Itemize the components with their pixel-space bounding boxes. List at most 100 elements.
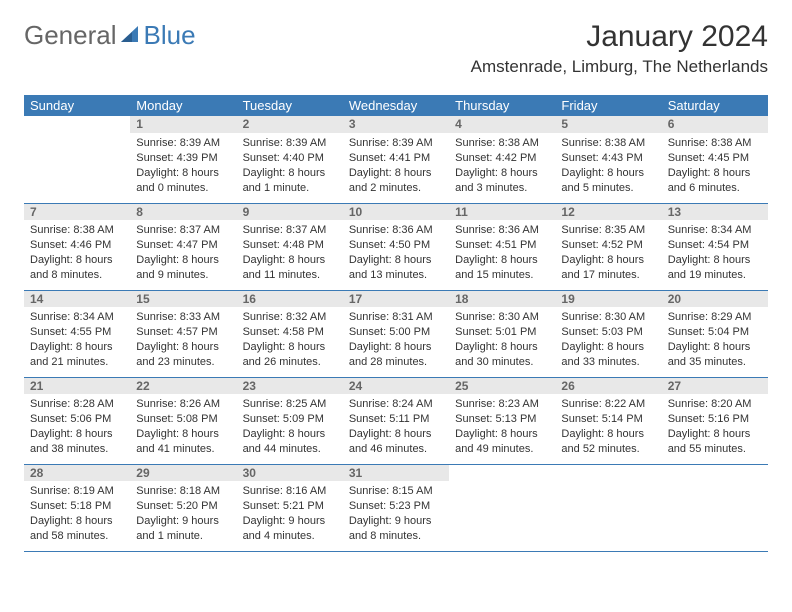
sunset-line: Sunset: 4:42 PM (455, 152, 536, 164)
day-number-cell: 14 (24, 290, 130, 307)
sunset-line: Sunset: 5:14 PM (561, 413, 642, 425)
weekday-row: Sunday Monday Tuesday Wednesday Thursday… (24, 95, 768, 116)
day-number-cell: 19 (555, 290, 661, 307)
day-info-cell: Sunrise: 8:35 AMSunset: 4:52 PMDaylight:… (555, 220, 661, 290)
month-title: January 2024 (471, 20, 768, 53)
weekday-header: Saturday (662, 95, 768, 116)
day-info-cell: Sunrise: 8:37 AMSunset: 4:48 PMDaylight:… (237, 220, 343, 290)
sunrise-line: Sunrise: 8:38 AM (455, 137, 539, 149)
daylight-line: Daylight: 8 hours and 38 minutes. (30, 428, 113, 455)
day-info-cell: Sunrise: 8:39 AMSunset: 4:40 PMDaylight:… (237, 133, 343, 203)
day-number-cell: 4 (449, 116, 555, 133)
day-info-cell: Sunrise: 8:15 AMSunset: 5:23 PMDaylight:… (343, 481, 449, 551)
daylight-line: Daylight: 8 hours and 23 minutes. (136, 341, 219, 368)
day-info-cell: Sunrise: 8:28 AMSunset: 5:06 PMDaylight:… (24, 394, 130, 464)
sunset-line: Sunset: 5:00 PM (349, 326, 430, 338)
sunset-line: Sunset: 5:06 PM (30, 413, 111, 425)
day-info-cell: Sunrise: 8:29 AMSunset: 5:04 PMDaylight:… (662, 307, 768, 377)
location: Amstenrade, Limburg, The Netherlands (471, 57, 768, 77)
daylight-line: Daylight: 8 hours and 35 minutes. (668, 341, 751, 368)
day-info-cell: Sunrise: 8:39 AMSunset: 4:39 PMDaylight:… (130, 133, 236, 203)
daylight-line: Daylight: 8 hours and 41 minutes. (136, 428, 219, 455)
day-info-cell: Sunrise: 8:33 AMSunset: 4:57 PMDaylight:… (130, 307, 236, 377)
day-number-cell: 15 (130, 290, 236, 307)
sunset-line: Sunset: 4:50 PM (349, 239, 430, 251)
day-info-cell (555, 481, 661, 551)
daylight-line: Daylight: 8 hours and 30 minutes. (455, 341, 538, 368)
sunset-line: Sunset: 5:21 PM (243, 500, 324, 512)
day-info-cell: Sunrise: 8:31 AMSunset: 5:00 PMDaylight:… (343, 307, 449, 377)
day-info-cell: Sunrise: 8:34 AMSunset: 4:54 PMDaylight:… (662, 220, 768, 290)
day-number-cell: 31 (343, 464, 449, 481)
sunrise-line: Sunrise: 8:18 AM (136, 485, 220, 497)
sunset-line: Sunset: 4:43 PM (561, 152, 642, 164)
sunset-line: Sunset: 4:47 PM (136, 239, 217, 251)
day-number-cell: 23 (237, 377, 343, 394)
day-number-cell: 5 (555, 116, 661, 133)
weekday-header: Thursday (449, 95, 555, 116)
day-number-cell (24, 116, 130, 133)
weekday-header: Wednesday (343, 95, 449, 116)
day-number-cell: 27 (662, 377, 768, 394)
sunrise-line: Sunrise: 8:30 AM (455, 311, 539, 323)
daynum-row: 14151617181920 (24, 290, 768, 307)
daylight-line: Daylight: 9 hours and 4 minutes. (243, 515, 326, 542)
day-number-cell: 12 (555, 203, 661, 220)
calendar-head: Sunday Monday Tuesday Wednesday Thursday… (24, 95, 768, 116)
sunrise-line: Sunrise: 8:39 AM (243, 137, 327, 149)
day-number-cell: 21 (24, 377, 130, 394)
daylight-line: Daylight: 8 hours and 9 minutes. (136, 254, 219, 281)
sail-icon (120, 20, 142, 51)
sunrise-line: Sunrise: 8:34 AM (30, 311, 114, 323)
daynum-row: 21222324252627 (24, 377, 768, 394)
day-number-cell: 22 (130, 377, 236, 394)
day-info-cell: Sunrise: 8:38 AMSunset: 4:43 PMDaylight:… (555, 133, 661, 203)
daylight-line: Daylight: 8 hours and 15 minutes. (455, 254, 538, 281)
daynum-row: 123456 (24, 116, 768, 133)
day-number-cell: 9 (237, 203, 343, 220)
day-number-cell (662, 464, 768, 481)
sunrise-line: Sunrise: 8:29 AM (668, 311, 752, 323)
sunrise-line: Sunrise: 8:38 AM (668, 137, 752, 149)
sunrise-line: Sunrise: 8:37 AM (136, 224, 220, 236)
day-info-cell: Sunrise: 8:38 AMSunset: 4:46 PMDaylight:… (24, 220, 130, 290)
day-info-cell: Sunrise: 8:39 AMSunset: 4:41 PMDaylight:… (343, 133, 449, 203)
day-number-cell: 10 (343, 203, 449, 220)
sunrise-line: Sunrise: 8:39 AM (349, 137, 433, 149)
day-info-cell: Sunrise: 8:24 AMSunset: 5:11 PMDaylight:… (343, 394, 449, 464)
day-number-cell: 25 (449, 377, 555, 394)
daylight-line: Daylight: 8 hours and 13 minutes. (349, 254, 432, 281)
daylight-line: Daylight: 8 hours and 52 minutes. (561, 428, 644, 455)
sunrise-line: Sunrise: 8:34 AM (668, 224, 752, 236)
sunset-line: Sunset: 5:08 PM (136, 413, 217, 425)
day-info-cell: Sunrise: 8:20 AMSunset: 5:16 PMDaylight:… (662, 394, 768, 464)
day-number-cell: 18 (449, 290, 555, 307)
logo: General Blue (24, 20, 196, 51)
day-info-cell: Sunrise: 8:19 AMSunset: 5:18 PMDaylight:… (24, 481, 130, 551)
day-number-cell: 24 (343, 377, 449, 394)
day-number-cell: 13 (662, 203, 768, 220)
sunrise-line: Sunrise: 8:15 AM (349, 485, 433, 497)
day-info-cell: Sunrise: 8:30 AMSunset: 5:03 PMDaylight:… (555, 307, 661, 377)
day-number-cell: 20 (662, 290, 768, 307)
daylight-line: Daylight: 8 hours and 17 minutes. (561, 254, 644, 281)
sunrise-line: Sunrise: 8:31 AM (349, 311, 433, 323)
daylight-line: Daylight: 9 hours and 1 minute. (136, 515, 219, 542)
calendar-page: General Blue January 2024 Amstenrade, Li… (0, 0, 792, 612)
daylight-line: Daylight: 8 hours and 21 minutes. (30, 341, 113, 368)
sunset-line: Sunset: 4:48 PM (243, 239, 324, 251)
day-number-cell: 2 (237, 116, 343, 133)
daylight-line: Daylight: 8 hours and 55 minutes. (668, 428, 751, 455)
weekday-header: Monday (130, 95, 236, 116)
sunset-line: Sunset: 4:45 PM (668, 152, 749, 164)
info-row: Sunrise: 8:28 AMSunset: 5:06 PMDaylight:… (24, 394, 768, 464)
day-info-cell (449, 481, 555, 551)
daylight-line: Daylight: 8 hours and 58 minutes. (30, 515, 113, 542)
sunset-line: Sunset: 4:41 PM (349, 152, 430, 164)
day-info-cell: Sunrise: 8:38 AMSunset: 4:42 PMDaylight:… (449, 133, 555, 203)
daylight-line: Daylight: 8 hours and 11 minutes. (243, 254, 326, 281)
day-info-cell (24, 133, 130, 203)
sunrise-line: Sunrise: 8:38 AM (561, 137, 645, 149)
sunset-line: Sunset: 4:40 PM (243, 152, 324, 164)
day-info-cell: Sunrise: 8:23 AMSunset: 5:13 PMDaylight:… (449, 394, 555, 464)
